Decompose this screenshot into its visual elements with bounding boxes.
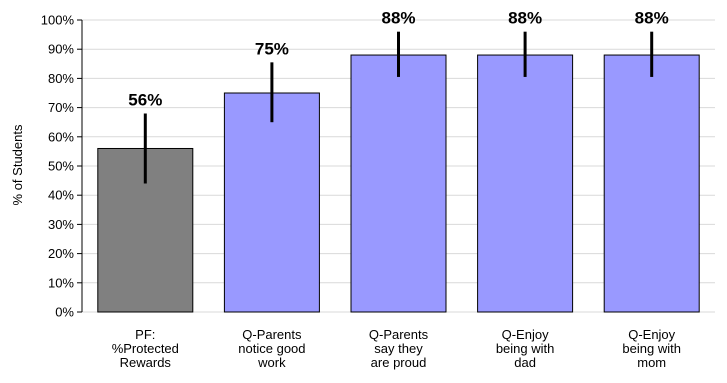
category-label-line: work [257, 355, 286, 370]
value-label: 88% [381, 9, 415, 28]
error-bars [143, 31, 654, 184]
category-label-line: are proud [371, 355, 427, 370]
category-label-line: Q-Parents [369, 327, 429, 342]
category-label-line: being with [496, 341, 555, 356]
value-labels: 56% 75% 88% 88% 88% [128, 9, 668, 110]
category-label-line: dad [514, 355, 536, 370]
bar [223, 92, 320, 313]
category-label: Q-Parents notice good work [238, 327, 305, 370]
category-label-line: Q-Parents [242, 327, 302, 342]
bar [350, 54, 447, 313]
bar [603, 54, 700, 313]
y-tick-label: 80% [48, 71, 74, 86]
value-label: 88% [635, 9, 669, 28]
category-label: Q-Parents say they are proud [369, 327, 429, 370]
value-label: 56% [128, 90, 162, 109]
category-label: Q-Enjoy being with dad [496, 327, 555, 370]
category-label-line: being with [622, 341, 681, 356]
value-label: 75% [255, 39, 289, 58]
category-label-line: notice good [238, 341, 305, 356]
y-tick-label: 10% [48, 275, 74, 290]
y-tick-label: 0% [55, 305, 74, 320]
y-tick-label: 90% [48, 42, 74, 57]
y-tick-label: 30% [48, 217, 74, 232]
y-tick-label: 100% [41, 13, 75, 28]
category-label-line: %Protected [112, 341, 179, 356]
y-tick-label: 20% [48, 246, 74, 261]
y-axis-label: % of Students [10, 124, 25, 205]
value-label: 88% [508, 9, 542, 28]
y-tick-label: 70% [48, 100, 74, 115]
y-tick-label: 60% [48, 129, 74, 144]
category-label: PF: %Protected Rewards [112, 327, 179, 370]
category-label-line: Rewards [120, 355, 172, 370]
y-tick-label: 50% [48, 159, 74, 174]
category-label-line: Q-Enjoy [628, 327, 675, 342]
category-label-line: mom [637, 355, 666, 370]
bars [97, 54, 700, 313]
category-label-line: PF: [135, 327, 155, 342]
category-label: Q-Enjoy being with mom [622, 327, 681, 370]
category-label-line: say they [374, 341, 423, 356]
y-tick-label: 40% [48, 188, 74, 203]
bar [477, 54, 574, 313]
y-axis: 0% 10% 20% 30% 40% 50% 60% 70% 80% 90% 100% [41, 13, 83, 320]
category-label-line: Q-Enjoy [502, 327, 549, 342]
